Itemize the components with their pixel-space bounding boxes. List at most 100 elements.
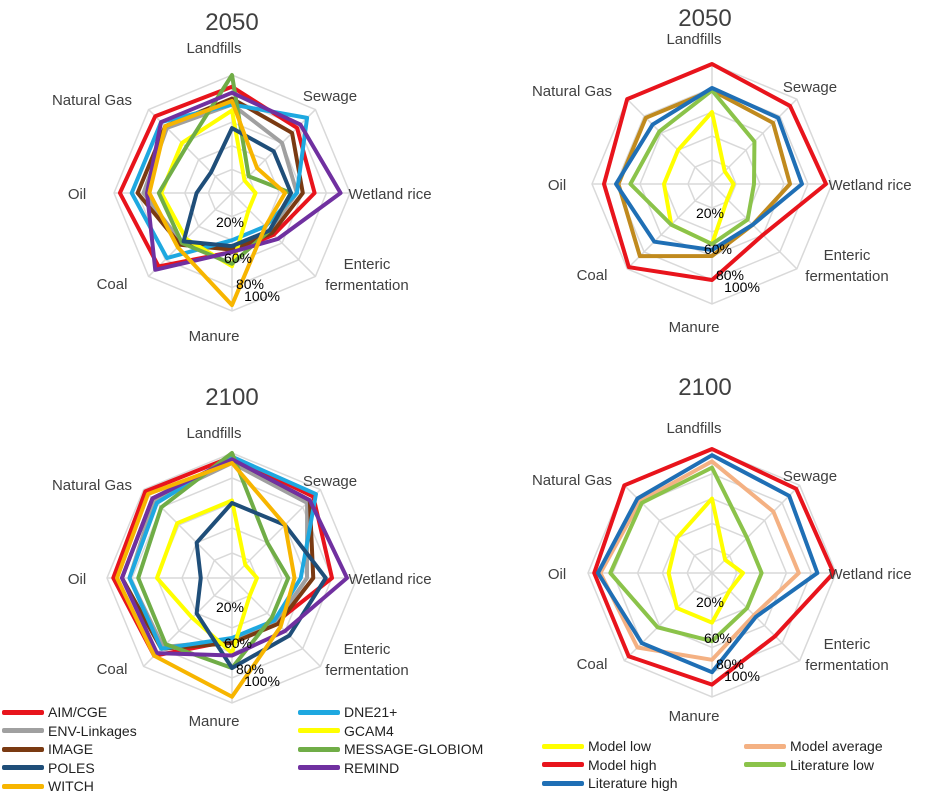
legend-swatch [2,709,44,715]
axis-label-coal: Coal [577,656,608,673]
axis-label-natural-gas: Natural Gas [52,92,132,109]
legend-label: IMAGE [48,741,94,757]
series-literature-low [628,88,757,246]
tick-label: 60% [704,241,732,257]
legend-label: GCAM4 [344,722,394,739]
tick-label: 100% [724,279,760,295]
axis-label-oil: Oil [68,186,86,203]
grid-spoke [626,98,713,185]
legend-label: AIM/CGE [48,704,108,720]
series-literature-high [595,453,820,675]
legend-item-image: IMAGE [2,741,93,757]
legend-swatch [542,743,584,749]
tick-label: 100% [244,288,280,304]
tick-label: 60% [224,250,252,266]
axis-label-enteric-fermentation: Enteric fermentation [325,256,408,294]
legend-item-dne21: DNE21+ [298,704,397,720]
axis-label-coal: Coal [577,267,608,284]
radar-chart-2: 2050 20% 60% 80%100% Landfills Sewage Wetland … [532,5,912,336]
series-gcam4 [155,498,259,655]
axis-label-natural-gas: Natural Gas [532,83,612,100]
axis-label-natural-gas: Natural Gas [52,477,132,494]
chart-title: 2050 [678,5,731,32]
axis-label-coal: Coal [97,661,128,678]
axis-label-manure: Manure [189,328,240,345]
legend-swatch [2,746,44,752]
legend-swatch [744,762,786,767]
axis-label-sewage: Sewage [303,88,357,105]
axis-label-landfills: Landfills [186,40,241,57]
legend-label: ENV-Linkages [48,722,137,739]
legend-swatch [542,780,584,786]
legend-item-gcam4: GCAM4 [298,723,394,739]
legend-item-literature-high: Literature high [542,775,678,791]
legend-item-env-linkages: ENV-Linkages [2,723,137,739]
legend-label: REMIND [344,759,400,776]
series-witch [115,461,297,699]
tick-label: 20% [696,205,724,221]
axis-label-sewage: Sewage [303,473,357,490]
legend-item-remind: REMIND [298,760,399,776]
axis-label-oil: Oil [68,571,86,588]
axis-label-manure: Manure [669,319,720,336]
tick-label: 100% [724,668,760,684]
axis-label-wetland-rice: Wetland rice [828,177,911,194]
tick-label: 80% [236,661,264,677]
legend-swatch [298,709,340,715]
axis-label-wetland-rice: Wetland rice [828,566,911,583]
axis-label-wetland-rice: Wetland rice [348,186,431,203]
chart-title: 2050 [205,9,258,36]
legend-label: Model low [588,738,652,754]
series-dne21 [129,102,310,261]
axis-label-sewage: Sewage [783,79,837,96]
legend-item-poles: POLES [2,760,95,776]
chart-title: 2100 [205,384,258,411]
axis-label-enteric-fermentation: Enteric fermentation [805,247,888,285]
legend-label: DNE21+ [344,704,398,720]
legend-item-message-globiom: MESSAGE-GLOBIOM [298,741,483,757]
legend-item-aim-cge: AIM/CGE [2,704,107,720]
axis-label-manure: Manure [189,713,240,730]
axis-label-wetland-rice: Wetland rice [348,571,431,588]
chart-title: 2100 [678,374,731,401]
series-model-high [602,62,828,282]
series-literature-low [608,465,764,644]
series-remind [145,90,343,272]
series-literature-high [614,86,804,252]
axis-label-manure: Manure [669,708,720,725]
legend-item-model-low: Model low [542,738,651,754]
legend-swatch [298,746,340,752]
tick-label: 60% [224,635,252,651]
series-message-globiom [156,73,293,266]
series-dne21 [127,454,318,651]
series-remind [120,457,349,658]
axis-label-enteric-fermentation: Enteric fermentation [805,636,888,674]
legend-swatch [2,728,44,733]
legend-label: Model average [790,738,883,754]
radar-chart-1: 2050 20% 60% 80%100% Landfills Sewage Wetland … [52,9,432,345]
legend-swatch [542,762,584,767]
axis-label-oil: Oil [548,177,566,194]
axis-label-sewage: Sewage [783,468,837,485]
legend-item-model-average: Model average [744,738,883,754]
legend-swatch [298,728,340,733]
legend-swatch [298,765,340,770]
legend-item-literature-low: Literature low [744,757,874,773]
series-model-high [592,447,836,687]
tick-label: 100% [244,673,280,689]
tick-label: 20% [696,594,724,610]
series-model-average [598,459,801,662]
radar-chart-3: 2100 20% 60% 80%100% Landfills Sewage Wetland … [52,384,432,730]
tick-label: 80% [236,276,264,292]
legend-swatch [2,783,44,789]
legend-swatch [744,743,786,749]
grid-spoke [148,192,233,277]
legend-label: MESSAGE-GLOBIOM [344,741,484,757]
legend-swatch [2,765,44,770]
legend-label: Literature high [588,775,678,791]
axis-label-coal: Coal [97,276,128,293]
series-poles [181,126,293,249]
legend-item-model-high: Model high [542,757,657,773]
axis-label-oil: Oil [548,566,566,583]
